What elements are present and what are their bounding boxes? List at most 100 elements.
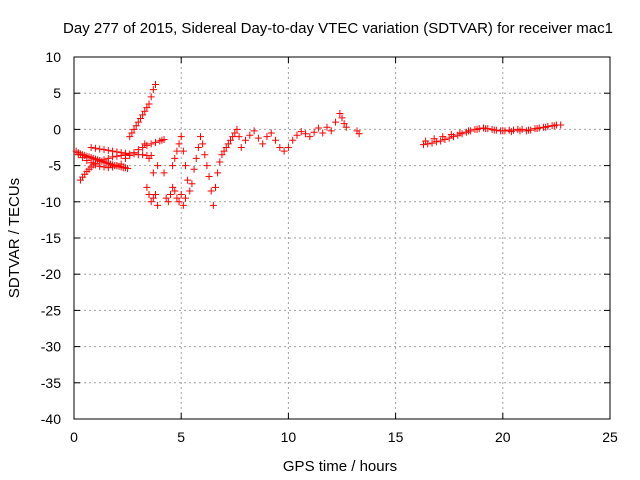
data-point [109,147,117,155]
data-point [141,107,149,115]
data-point [297,128,305,136]
data-point [237,144,245,151]
data-point [104,164,112,172]
data-point [87,144,95,151]
data-point [175,198,183,206]
data-point [130,125,138,133]
data-point [336,109,344,117]
data-point [263,133,271,141]
x-tick-label: 10 [281,429,297,445]
data-point [162,194,170,202]
chart-title: Day 277 of 2015, Sidereal Day-to-day VTE… [63,20,613,37]
data-point [212,183,220,191]
data-point [242,136,250,144]
data-point [203,162,211,170]
data-point [100,163,108,171]
data-point [177,191,185,199]
data-point [149,86,157,94]
data-points [72,81,565,209]
data-point [151,191,159,199]
data-point [306,133,314,141]
data-point [74,151,82,159]
data-point [145,100,153,108]
y-axis-tick-labels: 10 5 0 -5 -10 -15 -20 -25 -30 -35 -40 [41,49,61,427]
data-point [267,129,275,137]
x-axis-tick-labels: 0 5 10 15 20 25 [70,429,618,445]
data-point [190,165,198,173]
data-point [259,140,267,148]
data-point [126,151,134,159]
data-point [184,176,192,184]
data-point [136,115,144,123]
data-point [214,169,222,177]
data-point [147,198,155,206]
data-point [235,133,243,141]
data-point [355,130,363,138]
data-point [430,135,438,143]
axis-ticks [73,56,611,420]
data-point [289,136,297,144]
data-point [525,126,533,134]
x-tick-label: 5 [177,429,185,445]
data-point [117,160,125,168]
data-point [169,162,177,170]
data-point [154,201,162,209]
data-point [205,172,213,180]
data-point [164,198,172,206]
data-point [151,81,159,89]
data-point [166,191,174,199]
data-point [139,111,147,119]
data-point [104,146,112,154]
data-point [109,163,117,171]
data-point [145,154,153,162]
data-point [151,138,159,146]
y-tick-label: -40 [41,411,61,427]
data-point [220,147,228,155]
data-point [100,146,108,154]
y-tick-label: -10 [41,194,61,210]
data-point [179,201,187,209]
data-point [293,131,301,139]
y-tick-label: 0 [53,121,61,137]
data-point [171,187,179,195]
data-point [194,144,202,151]
data-point [173,194,181,202]
data-point [91,144,99,152]
data-point [169,183,177,191]
data-point [310,128,318,136]
data-point [141,140,149,148]
data-point [246,131,254,139]
y-tick-label: -15 [41,230,61,246]
data-point [113,162,121,170]
data-point [209,201,217,209]
data-point [177,133,185,141]
data-point [499,127,507,135]
data-point [447,130,455,138]
y-tick-label: -25 [41,302,61,318]
data-point [314,124,322,132]
data-point [490,126,498,134]
data-point [233,125,241,133]
data-point [139,144,147,151]
data-point [149,194,157,202]
data-point [254,134,262,142]
data-point [224,140,232,148]
data-point [192,154,200,162]
data-point [482,125,490,133]
data-point [340,120,348,128]
data-point [139,151,147,159]
data-point [550,122,558,130]
x-tick-label: 25 [602,429,618,445]
data-point [439,133,447,141]
y-tick-label: -5 [49,158,62,174]
data-point [302,130,310,138]
data-point [516,127,524,135]
data-point [227,136,235,144]
data-point [231,129,239,137]
data-point [218,151,226,159]
data-point [126,133,134,141]
data-point [132,122,140,130]
y-tick-label: -30 [41,339,61,355]
data-point [272,136,280,144]
